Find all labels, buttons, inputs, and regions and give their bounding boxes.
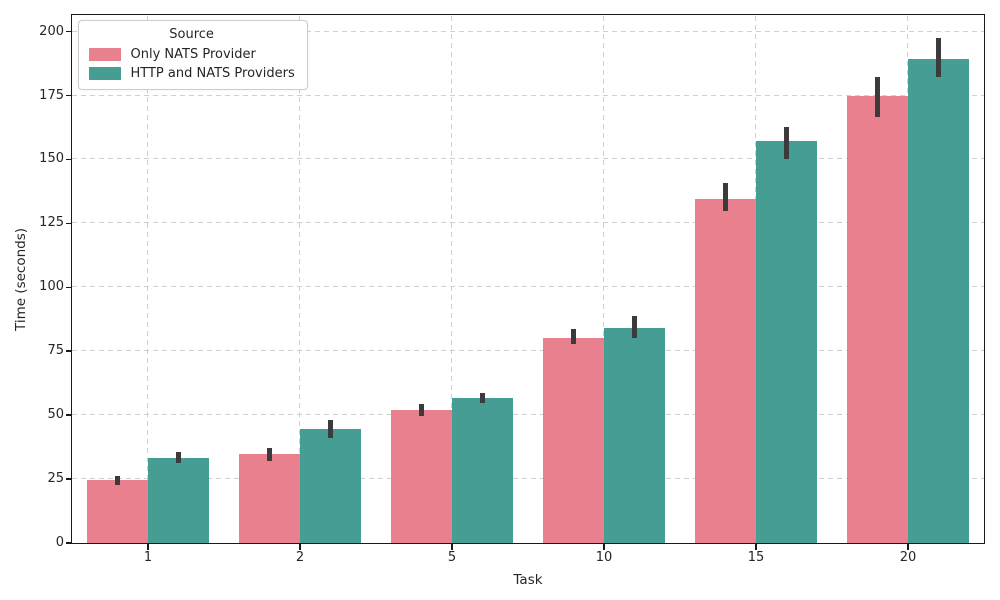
y-tick-mark <box>65 222 72 225</box>
x-tick-label: 20 <box>899 550 917 565</box>
y-tick-mark <box>65 350 72 352</box>
x-tick-label: 5 <box>447 550 457 565</box>
error-bar <box>418 404 424 416</box>
legend-title: Source <box>169 26 214 42</box>
y-tick-mark <box>65 158 72 161</box>
y-gridline <box>71 414 984 416</box>
bar <box>451 398 513 543</box>
error-bar <box>874 77 880 117</box>
x-tick-label: 2 <box>295 550 305 565</box>
bar <box>390 409 452 543</box>
y-tick-mark <box>65 414 72 416</box>
y-tick-label: 50 <box>47 407 64 423</box>
legend-swatch <box>88 47 121 61</box>
y-tick-label: 175 <box>39 87 64 103</box>
error-bar <box>631 316 637 338</box>
legend-label: Only NATS Provider <box>130 46 256 62</box>
y-gridline <box>71 350 984 352</box>
bar <box>86 479 148 543</box>
bar <box>755 141 817 543</box>
y-tick-label: 0 <box>55 535 64 550</box>
legend-entry: HTTP and NATS Providers <box>88 65 295 81</box>
x-tick-label: 1 <box>143 550 153 565</box>
y-gridline <box>71 478 984 480</box>
x-tick-mark <box>755 543 757 550</box>
error-bar <box>722 183 728 212</box>
bar <box>147 458 209 543</box>
legend-entry: Only NATS Provider <box>88 46 295 62</box>
y-tick-mark <box>65 478 72 480</box>
y-gridline <box>71 158 984 160</box>
y-tick-mark <box>65 94 72 97</box>
x-tick-label: 15 <box>747 550 765 565</box>
y-tick-label: 75 <box>47 343 64 359</box>
bar <box>846 96 908 543</box>
x-gridline <box>299 14 300 543</box>
legend-swatch <box>88 66 121 80</box>
y-gridline <box>71 286 984 288</box>
y-tick-label: 100 <box>39 279 64 295</box>
x-gridline <box>603 14 604 543</box>
plot-area: Source Only NATS Provider HTTP and NATS … <box>70 13 985 544</box>
bar <box>238 454 300 543</box>
bar <box>907 59 969 543</box>
y-tick-mark <box>65 30 72 33</box>
bar <box>694 198 756 543</box>
error-bar <box>175 451 181 464</box>
error-bar <box>935 37 941 78</box>
y-tick-label: 200 <box>39 23 64 39</box>
error-bar <box>114 476 120 485</box>
x-tick-mark <box>299 543 301 550</box>
bar <box>603 327 665 543</box>
y-gridline <box>71 94 984 96</box>
x-gridline <box>147 14 148 543</box>
legend: Source Only NATS Provider HTTP and NATS … <box>77 19 308 90</box>
y-gridline <box>71 30 984 32</box>
x-axis-label: Task <box>513 572 543 588</box>
x-gridline <box>451 14 452 543</box>
y-tick-mark <box>65 286 72 289</box>
x-tick-mark <box>451 543 453 550</box>
x-tick-mark <box>907 543 909 550</box>
bar <box>299 428 361 543</box>
y-tick-label: 25 <box>47 471 64 487</box>
y-gridline <box>71 222 984 224</box>
y-tick-mark <box>65 542 72 544</box>
legend-label: HTTP and NATS Providers <box>130 65 295 81</box>
error-bar <box>479 392 485 404</box>
x-tick-mark <box>603 543 605 550</box>
error-bar <box>570 328 576 345</box>
y-tick-label: 125 <box>39 215 64 231</box>
x-tick-label: 10 <box>595 550 613 565</box>
x-tick-mark <box>147 543 149 550</box>
y-tick-label: 150 <box>39 151 64 167</box>
bar <box>542 337 604 543</box>
error-bar <box>327 419 333 438</box>
error-bar <box>266 447 272 461</box>
error-bar <box>783 127 789 159</box>
